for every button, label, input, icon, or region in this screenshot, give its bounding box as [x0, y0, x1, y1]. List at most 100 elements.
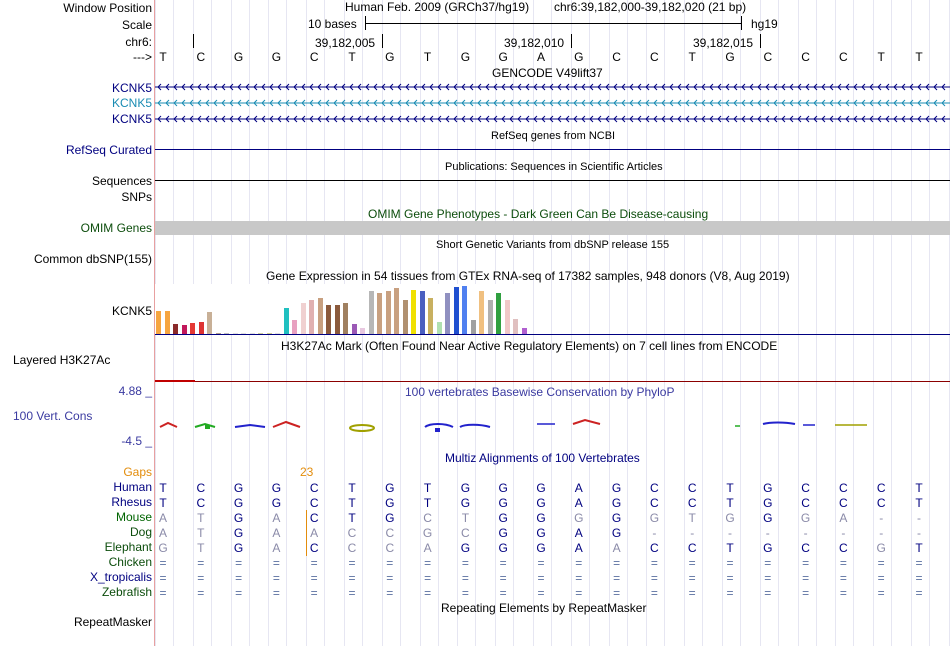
common-dbsnp-label[interactable]: Common dbSNP(155)	[33, 252, 152, 266]
gtex-tissue-bar[interactable]	[232, 333, 238, 334]
base-letter[interactable]: G	[460, 50, 471, 64]
phylop-logo[interactable]	[155, 418, 950, 434]
phylop-title[interactable]: 100 vertebrates Basewise Conservation by…	[405, 385, 675, 399]
gtex-tissue-bar[interactable]	[241, 333, 246, 334]
multiz-title[interactable]: Multiz Alignments of 100 Vertebrates	[445, 451, 640, 465]
base-letter[interactable]: T	[915, 50, 923, 64]
gtex-tissue-bar[interactable]	[173, 324, 178, 334]
gtex-tissue-bar[interactable]	[470, 320, 476, 334]
layered-h3k27ac-label[interactable]: Layered H3K27Ac	[13, 353, 111, 367]
gaps-label[interactable]: Gaps	[123, 465, 152, 479]
gtex-expression-bars[interactable]	[155, 284, 533, 334]
gtex-tissue-bar[interactable]	[419, 291, 425, 334]
gencode-kcnk5-label-2[interactable]: KCNK5	[111, 96, 152, 110]
gtex-tissue-bar[interactable]	[258, 333, 263, 334]
gtex-tissue-bar[interactable]	[207, 312, 212, 334]
base-letter[interactable]: G	[233, 50, 244, 64]
omim-bar[interactable]	[155, 221, 950, 235]
base-letter[interactable]: C	[763, 50, 773, 64]
publications-line[interactable]	[155, 180, 950, 181]
base-letter[interactable]: C	[309, 50, 319, 64]
base-letter[interactable]: C	[196, 50, 206, 64]
human-label[interactable]: Human	[113, 480, 152, 494]
gtex-tissue-bar[interactable]	[462, 286, 467, 334]
gtex-tissue-bar[interactable]	[198, 322, 204, 334]
refseq-title[interactable]: RefSeq genes from NCBI	[491, 130, 616, 142]
gtex-tissue-bar[interactable]	[487, 300, 493, 334]
gtex-tissue-bar[interactable]	[181, 325, 187, 334]
base-letter[interactable]: G	[271, 50, 282, 64]
gtex-title[interactable]: Gene Expression in 54 tissues from GTEx …	[266, 269, 790, 283]
gtex-tissue-bar[interactable]	[334, 305, 340, 334]
gtex-tissue-bar[interactable]	[266, 333, 272, 334]
gtex-tissue-bar[interactable]	[292, 320, 297, 334]
repeatmasker-label[interactable]: RepeatMasker	[73, 615, 152, 629]
gtex-tissue-bar[interactable]	[513, 319, 518, 334]
base-letter[interactable]: C	[839, 50, 848, 64]
gtex-tissue-bar[interactable]	[436, 322, 442, 334]
gtex-tissue-bar[interactable]	[402, 300, 408, 334]
gtex-tissue-bar[interactable]	[368, 291, 374, 334]
gtex-tissue-bar[interactable]	[351, 324, 357, 334]
base-letter[interactable]: G	[725, 50, 735, 64]
base-letter[interactable]: T	[877, 50, 885, 64]
gtex-tissue-bar[interactable]	[249, 333, 255, 334]
gtex-tissue-bar[interactable]	[504, 300, 510, 334]
gtex-tissue-bar[interactable]	[411, 290, 416, 334]
mouse-label[interactable]: Mouse	[115, 510, 152, 524]
gtex-tissue-bar[interactable]	[453, 287, 459, 334]
gencode-kcnk5-label-3[interactable]: KCNK5	[111, 112, 152, 126]
gtex-tissue-bar[interactable]	[215, 333, 221, 334]
base-letter[interactable]: A	[536, 50, 545, 64]
gaps-value[interactable]: 23	[300, 465, 314, 479]
gtex-tissue-bar[interactable]	[377, 293, 382, 334]
base-letter[interactable]: T	[688, 50, 696, 64]
base-letter[interactable]: T	[348, 50, 356, 64]
strand-arrow-label[interactable]: --->	[133, 50, 152, 64]
gtex-tissue-bar[interactable]	[360, 328, 365, 334]
elephant-label[interactable]: Elephant	[104, 540, 152, 554]
omim-title[interactable]: OMIM Gene Phenotypes - Dark Green Can Be…	[368, 207, 709, 221]
gtex-tissue-bar[interactable]	[496, 293, 501, 334]
base-letter[interactable]: C	[612, 50, 621, 64]
publications-title[interactable]: Publications: Sequences in Scientific Ar…	[445, 161, 663, 173]
base-letter[interactable]: T	[423, 50, 432, 64]
sequences-label[interactable]: Sequences	[91, 174, 152, 188]
gtex-tissue-bar[interactable]	[326, 305, 331, 334]
gencode-kcnk5-label-1[interactable]: KCNK5	[111, 81, 152, 95]
gtex-tissue-bar[interactable]	[385, 291, 391, 334]
chicken-label[interactable]: Chicken	[108, 555, 152, 569]
gtex-tissue-bar[interactable]	[309, 300, 314, 334]
gtex-tissue-bar[interactable]	[156, 311, 161, 334]
omim-genes-label[interactable]: OMIM Genes	[80, 221, 152, 235]
gtex-tissue-bar[interactable]	[164, 311, 170, 334]
base-letter[interactable]: T	[159, 50, 167, 64]
gtex-tissue-bar[interactable]	[343, 303, 348, 334]
gtex-tissue-bar[interactable]	[190, 323, 195, 334]
gtex-tissue-bar[interactable]	[479, 291, 484, 334]
base-letter[interactable]: G	[574, 50, 584, 64]
gtex-tissue-bar[interactable]	[300, 303, 306, 334]
gtex-tissue-bar[interactable]	[521, 328, 527, 334]
refseq-line[interactable]	[155, 149, 950, 150]
gtex-tissue-bar[interactable]	[317, 298, 323, 334]
gencode-title[interactable]: GENCODE V49lift37	[492, 66, 603, 80]
gtex-tissue-bar[interactable]	[283, 308, 289, 334]
dog-label[interactable]: Dog	[129, 525, 152, 539]
base-letter[interactable]: C	[650, 50, 659, 64]
base-letter[interactable]: G	[385, 50, 395, 64]
zebrafish-label[interactable]: Zebrafish	[101, 585, 152, 599]
vert-cons-label[interactable]: 100 Vert. Cons	[13, 409, 93, 423]
gencode-transcripts[interactable]	[155, 81, 950, 129]
gtex-kcnk5-label[interactable]: KCNK5	[111, 304, 152, 318]
gtex-tissue-bar[interactable]	[224, 333, 229, 334]
gtex-tissue-bar[interactable]	[394, 288, 399, 334]
repeatmasker-title[interactable]: Repeating Elements by RepeatMasker	[441, 601, 647, 615]
base-letter[interactable]: C	[801, 50, 810, 64]
snps-label[interactable]: SNPs	[121, 190, 152, 204]
h3k27ac-line[interactable]	[155, 381, 950, 382]
gtex-tissue-bar[interactable]	[445, 293, 450, 334]
track-area[interactable]: Human Feb. 2009 (GRCh37/hg19) chr6:39,18…	[155, 0, 950, 646]
dbsnp-title[interactable]: Short Genetic Variants from dbSNP releas…	[436, 239, 670, 251]
x-tropicalis-label[interactable]: X_tropicalis	[89, 570, 152, 584]
